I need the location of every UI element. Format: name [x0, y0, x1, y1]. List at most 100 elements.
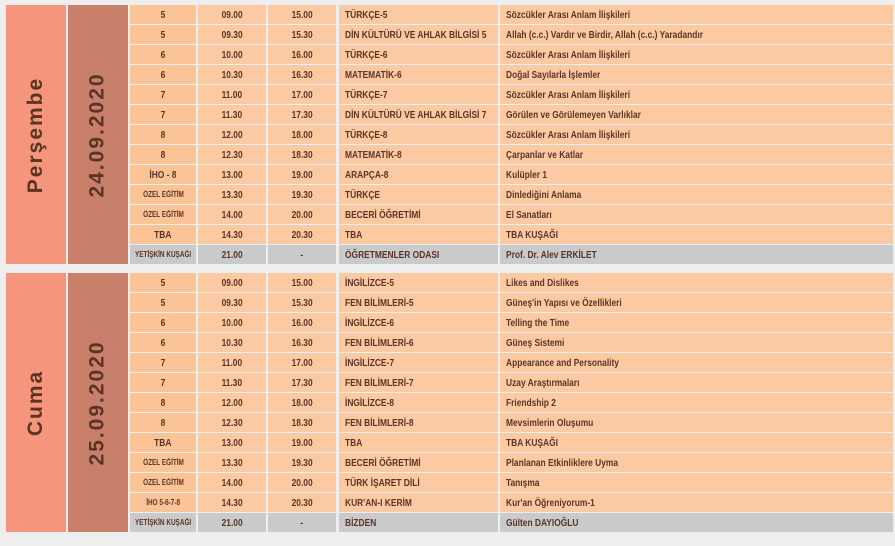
course-text: TÜRK İŞARET DİLİ: [345, 476, 420, 489]
end-time: 20.30: [268, 493, 336, 512]
topic-text: Planlanan Etkinliklere Uyma: [506, 456, 619, 469]
start-time-text: 09.00: [221, 276, 243, 289]
start-time-text: 10.30: [221, 68, 243, 81]
start-time-text: 10.00: [221, 316, 243, 329]
course-text: BECERİ ÖĞRETİMİ: [345, 208, 421, 221]
date-text: 25.09.2020: [86, 339, 110, 466]
topic-text: Telling the Time: [506, 316, 570, 329]
start-time-text: 21.00: [221, 516, 243, 529]
end-time: -: [268, 513, 336, 532]
start-time: 09.30: [198, 293, 266, 312]
course: TÜRK İŞARET DİLİ: [339, 473, 498, 492]
grade-text: TBA: [154, 228, 172, 241]
end-time: 20.00: [268, 205, 336, 224]
grade: 7: [130, 105, 196, 124]
course-text: TÜRKÇE-6: [345, 48, 388, 61]
grade: 8: [130, 145, 196, 164]
course-text: FEN BİLİMLERİ-8: [345, 416, 414, 429]
course-text: TÜRKÇE-7: [345, 88, 388, 101]
course: TÜRKÇE: [339, 185, 498, 204]
end-time-text: 20.00: [291, 208, 313, 221]
topic-text: Tanışma: [506, 476, 540, 489]
start-time-text: 13.00: [221, 436, 243, 449]
start-time-text: 14.30: [221, 496, 243, 509]
grade: ÖZEL EĞİTİM: [130, 185, 196, 204]
course: İNGİLİZCE-7: [339, 353, 498, 372]
start-time-text: 11.00: [221, 356, 243, 369]
end-time: 18.00: [268, 393, 336, 412]
topic-text: Allah (c.c.) Vardır ve Birdir, Allah (c.…: [506, 28, 704, 41]
course: TBA: [339, 433, 498, 452]
grade-text: 8: [160, 396, 166, 409]
end-time: 19.30: [268, 185, 336, 204]
topic-text: Uzay Araştırmaları: [506, 376, 580, 389]
course-text: TÜRKÇE-8: [345, 128, 388, 141]
course: DİN KÜLTÜRÜ VE AHLAK BİLGİSİ 5: [339, 25, 498, 44]
end-time-text: 20.00: [291, 476, 313, 489]
grade: TBA: [130, 225, 196, 244]
start-time: 09.00: [198, 5, 266, 24]
course: ÖĞRETMENLER ODASI: [339, 245, 498, 264]
date: 25.09.2020: [68, 273, 128, 532]
end-time: 19.30: [268, 453, 336, 472]
topic: Friendship 2: [500, 393, 893, 412]
grade-text: İHO 5-6-7-8: [146, 498, 180, 507]
grade: 5: [130, 273, 196, 292]
grade: ÖZEL EĞİTİM: [130, 473, 196, 492]
course-text: MATEMATİK-6: [345, 68, 402, 81]
topic-text: Kur'an Öğreniyorum-1: [506, 496, 595, 509]
grade: 7: [130, 85, 196, 104]
start-time: 13.30: [198, 185, 266, 204]
grade: YETİŞKİN KUŞAĞI: [130, 513, 196, 532]
topic: Allah (c.c.) Vardır ve Birdir, Allah (c.…: [500, 25, 893, 44]
start-time: 10.00: [198, 313, 266, 332]
start-time-text: 10.00: [221, 48, 243, 61]
start-time-text: 10.30: [221, 336, 243, 349]
start-time: 13.30: [198, 453, 266, 472]
end-time-text: 19.00: [291, 168, 313, 181]
course-text: ÖĞRETMENLER ODASI: [345, 248, 440, 261]
topic: Doğal Sayılarla İşlemler: [500, 65, 893, 84]
end-time: 17.30: [268, 373, 336, 392]
grade: 8: [130, 125, 196, 144]
grade: 7: [130, 353, 196, 372]
start-time-text: 11.30: [221, 376, 243, 389]
start-time: 11.00: [198, 85, 266, 104]
topic-text: Sözcükler Arası Anlam İlişkileri: [506, 48, 631, 61]
grade: 8: [130, 393, 196, 412]
end-time: 15.30: [268, 293, 336, 312]
start-time-text: 11.30: [221, 108, 243, 121]
course: TÜRKÇE-6: [339, 45, 498, 64]
topic: Kulüpler 1: [500, 165, 893, 184]
end-time-text: 17.00: [291, 356, 313, 369]
course: MATEMATİK-8: [339, 145, 498, 164]
start-time-text: 12.30: [221, 148, 243, 161]
grade-text: 8: [160, 148, 166, 161]
grade-text: 8: [160, 416, 166, 429]
end-time: 15.00: [268, 273, 336, 292]
end-time: 18.30: [268, 145, 336, 164]
end-time-text: 15.30: [291, 28, 313, 41]
course-text: FEN BİLİMLERİ-6: [345, 336, 414, 349]
end-time: 18.00: [268, 125, 336, 144]
start-time: 12.30: [198, 413, 266, 432]
start-time: 09.00: [198, 273, 266, 292]
course: DİN KÜLTÜRÜ VE AHLAK BİLGİSİ 7: [339, 105, 498, 124]
end-time-text: 18.00: [291, 396, 313, 409]
course: İNGİLİZCE-8: [339, 393, 498, 412]
start-time: 11.00: [198, 353, 266, 372]
end-time-text: 19.00: [291, 436, 313, 449]
grade: YETİŞKİN KUŞAĞI: [130, 245, 196, 264]
end-time-text: -: [300, 516, 304, 529]
start-time-text: 14.30: [221, 228, 243, 241]
course: İNGİLİZCE-6: [339, 313, 498, 332]
end-time-text: 17.00: [291, 88, 313, 101]
topic: Prof. Dr. Alev ERKİLET: [500, 245, 893, 264]
topic-text: Görülen ve Görülemeyen Varlıklar: [506, 108, 641, 121]
start-time: 11.30: [198, 105, 266, 124]
end-time: 15.00: [268, 5, 336, 24]
end-time-text: 17.30: [291, 376, 313, 389]
end-time: 16.30: [268, 333, 336, 352]
start-time-text: 21.00: [221, 248, 243, 261]
end-time: 20.30: [268, 225, 336, 244]
